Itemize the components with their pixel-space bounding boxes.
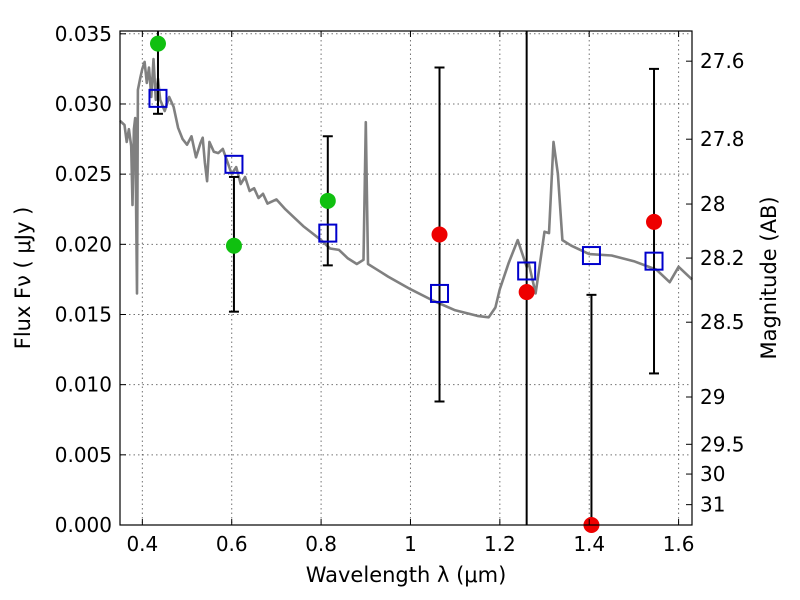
y-axis-label: Flux Fν ( μJy ) <box>11 207 35 350</box>
x-tick-label: 1.2 <box>484 532 516 556</box>
grid <box>120 31 692 526</box>
y-axis-ticks: 0.000 0.005 0.010 0.015 0.020 0.025 0.030 0.035 <box>55 22 126 537</box>
x-tick-label: 0.8 <box>305 532 337 556</box>
model-spectrum-line <box>119 57 693 319</box>
y2-axis-ticks: 27.6 27.8 28 28.2 28.5 29 29.5 30 31 <box>686 49 745 517</box>
y2-tick-label: 28 <box>700 192 725 216</box>
y2-tick-label: 29.5 <box>700 432 745 456</box>
observed-point-detected <box>319 192 336 209</box>
y-tick-label: 0.035 <box>55 22 112 46</box>
x-tick-label: 0.4 <box>126 532 158 556</box>
y2-tick-label: 31 <box>700 493 725 517</box>
observed-point-nondetected <box>518 284 535 301</box>
y-tick-label: 0.005 <box>55 443 112 467</box>
y2-tick-label: 27.6 <box>700 49 745 73</box>
model-photometry-square <box>148 88 168 108</box>
y-tick-label: 0.000 <box>55 513 112 537</box>
y-tick-label: 0.030 <box>55 92 112 116</box>
model-photometry-square <box>430 283 450 303</box>
observed-point-detected <box>225 237 242 254</box>
y-tick-label: 0.020 <box>55 232 112 256</box>
plot-frame <box>119 30 693 526</box>
x-tick-label: 1.4 <box>573 532 605 556</box>
y2-axis-label: Magnitude (AB) <box>757 196 781 359</box>
y-tick-label: 0.010 <box>55 373 112 397</box>
x-tick-label: 0.6 <box>216 532 248 556</box>
x-axis-label: Wavelength λ (μm) <box>306 563 507 587</box>
y2-tick-label: 28.2 <box>700 246 745 270</box>
points-layer <box>149 35 663 533</box>
model-photometry-square <box>581 246 601 266</box>
observed-point-nondetected <box>646 213 663 230</box>
y2-tick-label: 28.5 <box>700 310 745 334</box>
model-photometry-square <box>644 251 664 271</box>
y-tick-label: 0.015 <box>55 302 112 326</box>
y2-tick-label: 29 <box>700 385 725 409</box>
y2-tick-label: 30 <box>700 462 725 486</box>
model-photometry-layer <box>148 88 664 303</box>
model-photometry-square <box>224 154 244 174</box>
y2-tick-label: 27.8 <box>700 127 745 151</box>
x-tick-label: 1.6 <box>663 532 695 556</box>
observed-point-nondetected <box>431 226 448 243</box>
x-tick-label: 1 <box>404 532 417 556</box>
model-photometry-square <box>517 261 537 281</box>
errorbars-layer <box>152 31 660 525</box>
x-axis-ticks: 0.4 0.6 0.8 1 1.2 1.4 1.6 <box>126 31 695 556</box>
model-photometry-square <box>318 223 338 243</box>
observed-point-detected <box>149 35 166 52</box>
y-tick-label: 0.025 <box>55 162 112 186</box>
model-spectrum-layer <box>119 57 693 319</box>
